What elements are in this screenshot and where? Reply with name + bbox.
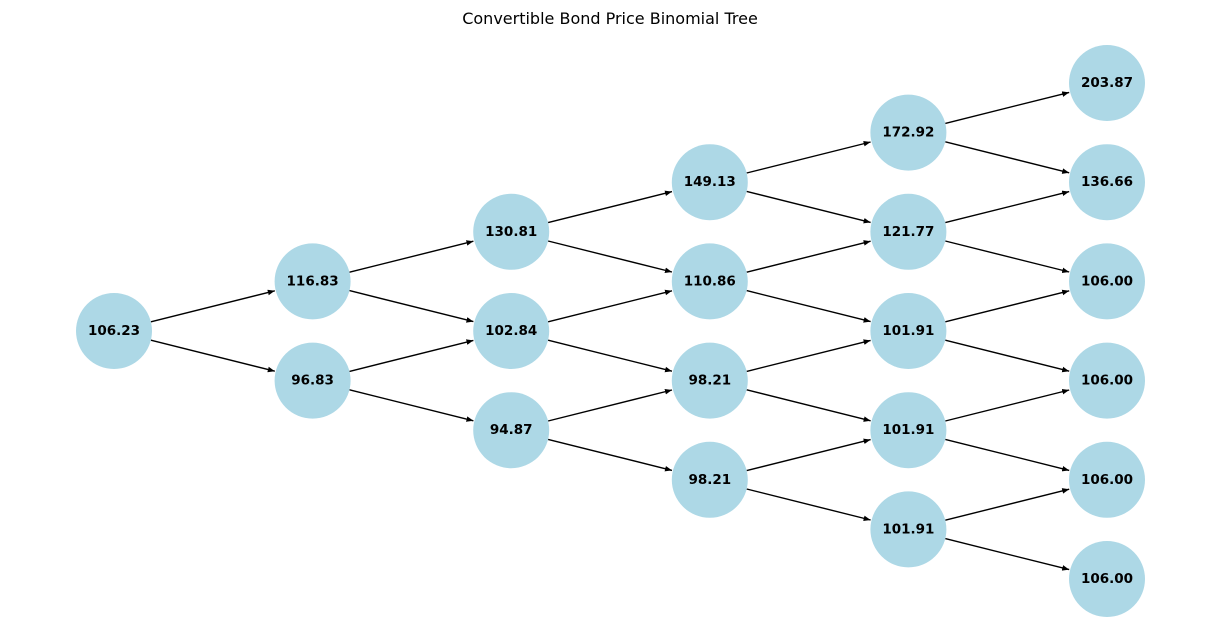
tree-node-5-3: 106.00: [1069, 342, 1145, 419]
node-label: 101.91: [882, 422, 934, 438]
node-circle: [870, 94, 947, 171]
tree-node-3-2: 98.21: [671, 342, 748, 419]
tree-node-4-0: 172.92: [870, 94, 947, 171]
edge-arrow-2-0-to-3-0: [547, 190, 673, 224]
node-circle: [870, 293, 947, 369]
edge-arrow-3-2-to-4-3: [746, 389, 871, 422]
node-circle: [473, 193, 550, 270]
tree-node-2-0: 130.81: [473, 193, 550, 270]
edge-arrow-2-1-to-3-2: [547, 339, 673, 373]
edge-arrow-3-0-to-4-0: [746, 140, 871, 174]
nodes-layer: 106.23 116.83 96.83 130.81 102.84 94.87 149.13…: [76, 45, 1145, 617]
edge-arrow-1-1-to-2-2: [349, 389, 474, 422]
node-circle: [870, 491, 947, 568]
edge-arrow-4-3-to-5-3: [945, 388, 1070, 422]
tree-node-2-1: 102.84: [473, 293, 550, 369]
edge-arrow-4-1-to-5-1: [945, 190, 1070, 224]
node-circle: [1069, 441, 1145, 518]
tree-node-5-2: 106.00: [1069, 243, 1145, 320]
edge-arrow-4-0-to-5-0: [945, 91, 1070, 125]
edge-arrow-3-2-to-4-2: [746, 339, 871, 373]
edge-arrow-0-0-to-1-0: [150, 289, 275, 323]
edge-arrow-1-0-to-2-1: [349, 289, 474, 323]
node-label: 106.00: [1081, 273, 1133, 289]
node-circle: [1069, 45, 1145, 121]
node-label: 149.13: [684, 174, 736, 190]
edge-arrow-4-1-to-5-2: [945, 240, 1070, 274]
tree-node-5-4: 106.00: [1069, 441, 1145, 518]
tree-node-4-2: 101.91: [870, 293, 947, 369]
node-label: 96.83: [291, 373, 334, 389]
node-label: 203.87: [1081, 75, 1133, 91]
node-circle: [671, 342, 748, 419]
edge-arrow-3-1-to-4-2: [746, 289, 871, 323]
node-label: 116.83: [287, 273, 339, 289]
edge-arrow-4-4-to-5-5: [945, 537, 1070, 571]
node-label: 101.91: [882, 323, 934, 339]
edge-arrow-2-0-to-3-1: [547, 240, 673, 274]
node-label: 121.77: [882, 224, 934, 240]
node-circle: [1069, 144, 1145, 221]
node-label: 98.21: [688, 472, 731, 488]
node-label: 130.81: [485, 224, 537, 240]
node-label: 98.21: [688, 373, 731, 389]
node-circle: [1069, 342, 1145, 419]
edge-arrow-3-0-to-4-1: [746, 190, 871, 224]
node-label: 106.00: [1081, 373, 1133, 389]
edge-arrow-2-2-to-3-2: [547, 388, 673, 422]
edge-arrow-4-0-to-5-1: [945, 141, 1070, 174]
edge-arrow-0-0-to-1-1: [150, 339, 275, 373]
tree-node-1-1: 96.83: [274, 342, 351, 419]
node-label: 106.23: [88, 323, 140, 339]
edge-arrow-3-3-to-4-3: [746, 438, 871, 472]
tree-node-5-0: 203.87: [1069, 45, 1145, 121]
node-circle: [1069, 243, 1145, 320]
tree-node-3-3: 98.21: [671, 441, 748, 518]
node-label: 172.92: [882, 125, 934, 141]
node-circle: [671, 441, 748, 518]
node-label: 136.66: [1081, 174, 1133, 190]
node-circle: [1069, 541, 1145, 617]
tree-node-4-3: 101.91: [870, 392, 947, 469]
tree-node-2-2: 94.87: [473, 392, 550, 469]
tree-node-4-1: 121.77: [870, 193, 947, 270]
tree-node-5-1: 136.66: [1069, 144, 1145, 221]
tree-node-1-0: 116.83: [274, 243, 351, 320]
edge-arrow-1-0-to-2-0: [349, 240, 474, 273]
edge-arrow-4-2-to-5-3: [945, 339, 1070, 373]
node-label: 102.84: [485, 323, 537, 339]
diagram-title: Convertible Bond Price Binomial Tree: [462, 9, 758, 28]
node-circle: [473, 293, 550, 369]
edge-arrow-2-2-to-3-3: [547, 438, 673, 472]
edge-arrow-4-4-to-5-4: [945, 488, 1070, 521]
node-circle: [473, 392, 550, 469]
tree-node-5-5: 106.00: [1069, 541, 1145, 617]
edge-arrow-2-1-to-3-1: [547, 289, 673, 323]
node-circle: [870, 392, 947, 469]
node-circle: [274, 342, 351, 419]
node-circle: [76, 293, 152, 369]
tree-node-3-1: 110.86: [671, 243, 748, 320]
node-circle: [870, 193, 947, 270]
node-label: 106.00: [1081, 472, 1133, 488]
tree-node-3-0: 149.13: [671, 144, 748, 221]
node-label: 101.91: [882, 521, 934, 537]
edges-layer: [150, 91, 1070, 571]
edge-arrow-1-1-to-2-1: [349, 339, 474, 373]
edge-arrow-4-3-to-5-4: [945, 438, 1070, 472]
tree-node-0-0: 106.23: [76, 293, 152, 369]
tree-node-4-4: 101.91: [870, 491, 947, 568]
node-circle: [671, 243, 748, 320]
node-circle: [671, 144, 748, 221]
edge-arrow-4-2-to-5-2: [945, 289, 1070, 323]
node-label: 94.87: [490, 422, 533, 438]
node-label: 110.86: [684, 273, 736, 289]
edge-arrow-3-1-to-4-1: [746, 240, 871, 273]
edge-arrow-3-3-to-4-4: [746, 488, 871, 522]
node-label: 106.00: [1081, 571, 1133, 587]
node-circle: [274, 243, 351, 320]
